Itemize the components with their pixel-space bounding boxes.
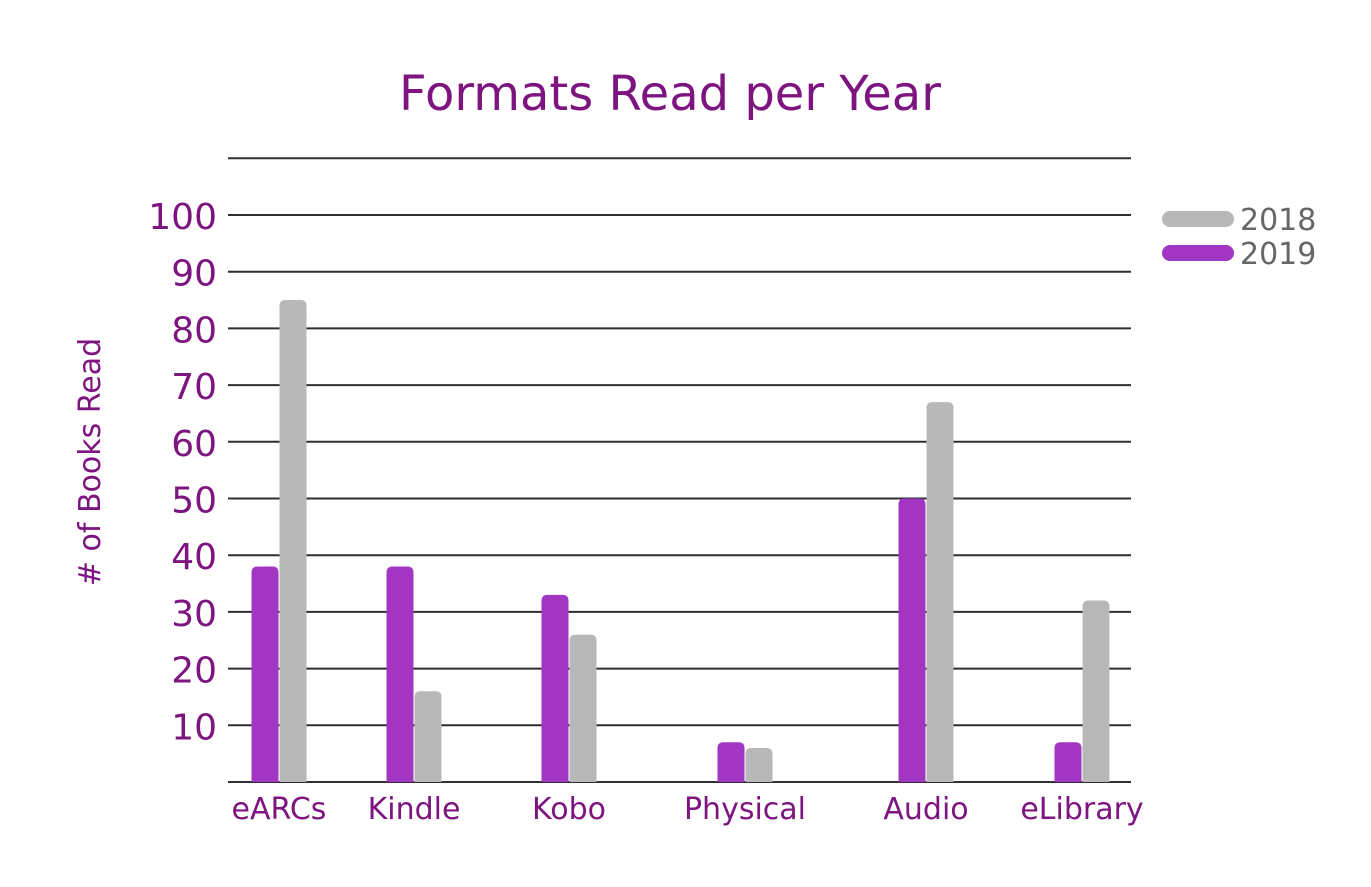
bars xyxy=(251,300,1110,782)
y-axis-ticks: 10 20 30 40 50 60 70 80 90 100 xyxy=(148,197,217,748)
x-axis-categories: eARCs Kindle Kobo Physical Audio eLibrary xyxy=(232,792,1144,827)
y-tick-label: 100 xyxy=(148,197,217,238)
x-tick-label: Physical xyxy=(684,792,806,827)
bar-2019-physical xyxy=(717,742,745,782)
bar-2018-earcs xyxy=(279,300,307,782)
legend-label-2019: 2019 xyxy=(1240,237,1316,272)
bar-2018-kindle xyxy=(414,691,442,782)
y-tick-label: 40 xyxy=(171,537,217,578)
y-tick-label: 10 xyxy=(171,707,217,748)
x-tick-label: eARCs xyxy=(232,792,327,827)
bar-2019-earcs xyxy=(251,566,279,782)
bar-2018-audio xyxy=(926,402,954,782)
legend-swatch-2018 xyxy=(1162,211,1234,227)
y-tick-label: 90 xyxy=(171,254,217,295)
gridlines xyxy=(228,157,1131,783)
x-tick-label: eLibrary xyxy=(1020,792,1143,827)
bar-2019-kobo xyxy=(541,594,569,782)
y-tick-label: 20 xyxy=(171,651,217,692)
bar-2018-elibrary xyxy=(1082,600,1110,782)
x-tick-label: Kobo xyxy=(532,792,606,827)
y-tick-label: 70 xyxy=(171,367,217,408)
bar-2019-kindle xyxy=(386,566,414,782)
y-tick-label: 80 xyxy=(171,310,217,351)
bar-2019-audio xyxy=(898,498,926,782)
y-tick-label: 50 xyxy=(171,481,217,522)
bar-2018-kobo xyxy=(569,634,597,782)
x-tick-label: Audio xyxy=(883,792,968,827)
y-axis-label: # of Books Read xyxy=(73,338,108,586)
legend-label-2018: 2018 xyxy=(1240,203,1316,238)
chart-title: Formats Read per Year xyxy=(399,66,941,122)
y-tick-label: 60 xyxy=(171,424,217,465)
legend-swatch-2019 xyxy=(1162,245,1234,261)
bar-2019-elibrary xyxy=(1054,742,1082,782)
x-tick-label: Kindle xyxy=(368,792,461,827)
bar-2018-physical xyxy=(745,747,773,782)
y-tick-label: 30 xyxy=(171,594,217,635)
